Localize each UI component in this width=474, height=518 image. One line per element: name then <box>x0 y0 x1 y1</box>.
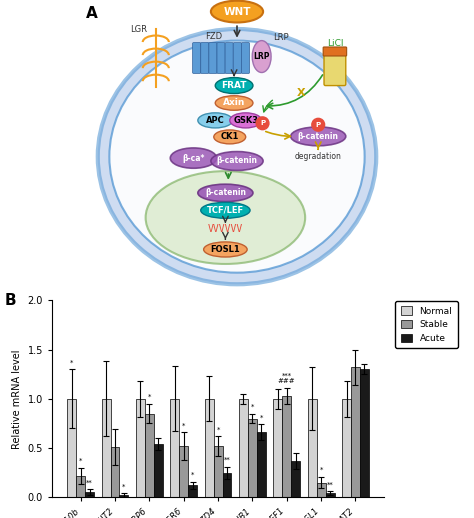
Text: VVVVVV: VVVVVV <box>208 224 243 234</box>
Text: *: * <box>182 422 185 428</box>
Text: β-catenin: β-catenin <box>205 189 246 197</box>
Text: TCF/LEF: TCF/LEF <box>207 206 244 215</box>
Bar <box>214 446 222 497</box>
Ellipse shape <box>211 152 263 170</box>
Bar <box>145 413 154 497</box>
Bar <box>110 447 119 497</box>
Text: *: * <box>319 467 323 472</box>
Ellipse shape <box>198 184 253 202</box>
Text: degradation: degradation <box>295 152 342 161</box>
Text: *: * <box>122 483 126 490</box>
Bar <box>317 483 326 497</box>
Text: *: * <box>191 471 194 478</box>
Ellipse shape <box>204 242 247 257</box>
Bar <box>205 399 214 497</box>
FancyBboxPatch shape <box>323 47 346 56</box>
FancyBboxPatch shape <box>201 42 209 74</box>
Bar <box>85 492 94 497</box>
Text: X: X <box>297 88 305 98</box>
FancyBboxPatch shape <box>225 42 233 74</box>
Bar <box>308 399 317 497</box>
Text: APC: APC <box>206 116 225 125</box>
Ellipse shape <box>214 130 246 144</box>
Bar <box>248 419 257 497</box>
Ellipse shape <box>215 78 253 94</box>
Bar <box>76 476 85 497</box>
Bar <box>342 399 351 497</box>
Bar <box>119 495 128 497</box>
Text: P: P <box>260 120 265 126</box>
Text: **: ** <box>327 481 333 487</box>
Circle shape <box>312 118 325 131</box>
Ellipse shape <box>211 1 263 22</box>
FancyBboxPatch shape <box>217 42 225 74</box>
Text: *: * <box>260 414 263 421</box>
Text: ***
###: *** ### <box>278 372 296 384</box>
FancyBboxPatch shape <box>241 42 249 74</box>
Ellipse shape <box>252 40 271 73</box>
FancyBboxPatch shape <box>324 51 346 85</box>
Text: **: ** <box>86 480 93 485</box>
Ellipse shape <box>215 96 253 110</box>
Text: LGR: LGR <box>130 24 147 34</box>
Bar <box>188 485 197 497</box>
Ellipse shape <box>170 148 217 168</box>
Text: LRP: LRP <box>273 33 288 42</box>
Text: **: ** <box>224 457 230 463</box>
FancyBboxPatch shape <box>209 42 217 74</box>
Ellipse shape <box>230 113 262 128</box>
FancyBboxPatch shape <box>233 42 241 74</box>
Text: *: * <box>147 394 151 400</box>
Text: P: P <box>316 122 321 128</box>
FancyBboxPatch shape <box>192 42 201 74</box>
Bar <box>326 493 335 497</box>
Bar <box>351 367 360 497</box>
Bar <box>179 446 188 497</box>
Text: A: A <box>86 6 98 21</box>
Bar <box>291 461 300 497</box>
Text: WNT: WNT <box>223 7 251 17</box>
Ellipse shape <box>98 29 376 284</box>
Ellipse shape <box>201 203 250 218</box>
Bar <box>283 396 291 497</box>
Text: *: * <box>216 426 220 433</box>
Text: LRP: LRP <box>254 52 270 61</box>
Text: β-ca*: β-ca* <box>182 154 205 163</box>
Text: B: B <box>5 293 17 308</box>
Bar <box>170 399 179 497</box>
Ellipse shape <box>146 171 305 264</box>
Text: *: * <box>251 404 254 410</box>
Text: CK1: CK1 <box>220 133 239 141</box>
Ellipse shape <box>291 127 346 146</box>
Text: β-catenin: β-catenin <box>217 156 257 165</box>
Bar <box>360 369 369 497</box>
Text: *: * <box>70 359 73 365</box>
Bar <box>257 433 266 497</box>
Text: *: * <box>79 458 82 464</box>
Bar <box>136 399 145 497</box>
Bar <box>273 399 283 497</box>
Bar <box>222 472 231 497</box>
Text: β-catenin: β-catenin <box>298 132 339 141</box>
Bar <box>67 399 76 497</box>
Text: Axin: Axin <box>223 98 245 107</box>
Ellipse shape <box>109 40 365 272</box>
Text: GSK3: GSK3 <box>233 116 258 125</box>
Bar <box>101 399 110 497</box>
Bar <box>239 399 248 497</box>
Text: LiCl: LiCl <box>328 39 344 48</box>
Y-axis label: Relative mRNA level: Relative mRNA level <box>12 349 22 449</box>
Ellipse shape <box>198 113 233 128</box>
Text: FZD: FZD <box>205 32 222 41</box>
Text: FRAT: FRAT <box>221 81 247 90</box>
Text: FOSL1: FOSL1 <box>210 245 240 254</box>
Circle shape <box>256 117 269 130</box>
Bar <box>154 444 163 497</box>
Legend: Normal, Stable, Acute: Normal, Stable, Acute <box>395 301 457 348</box>
